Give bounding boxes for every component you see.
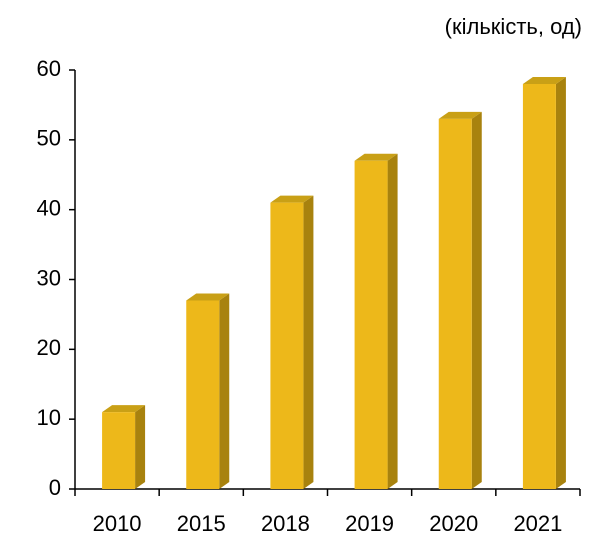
- x-tick-label: 2015: [177, 511, 226, 536]
- bar-side: [471, 111, 482, 489]
- bar: [102, 405, 146, 489]
- x-tick-label: 2018: [261, 511, 310, 536]
- bar: [438, 111, 482, 489]
- bar-front: [522, 83, 556, 489]
- x-tick-label: 2019: [345, 511, 394, 536]
- bar-front: [186, 300, 220, 489]
- bar-top: [522, 76, 566, 84]
- bar-side: [555, 76, 566, 489]
- y-tick-label: 50: [37, 126, 61, 151]
- bar-front: [102, 412, 136, 489]
- bar-top: [186, 293, 230, 301]
- bar-top: [438, 111, 482, 119]
- bar-side: [219, 293, 230, 489]
- bar: [270, 195, 314, 489]
- bar: [354, 153, 398, 490]
- y-tick-label: 0: [49, 475, 61, 500]
- bar: [522, 76, 566, 489]
- y-tick-label: 30: [37, 265, 61, 290]
- bar-top: [102, 405, 146, 413]
- y-tick-label: 40: [37, 195, 61, 220]
- y-tick-label: 20: [37, 335, 61, 360]
- x-tick-label: 2010: [93, 511, 142, 536]
- bar-top: [270, 195, 314, 203]
- bar: [186, 293, 230, 489]
- bar-side: [303, 195, 314, 489]
- bar-side: [135, 405, 146, 489]
- bar-front: [438, 118, 472, 489]
- bar-front: [354, 160, 388, 490]
- y-tick-label: 10: [37, 405, 61, 430]
- bar-front: [270, 202, 304, 489]
- y-tick-label: 60: [37, 56, 61, 81]
- unit-label: (кількість, од): [445, 14, 582, 39]
- bar-side: [387, 153, 398, 490]
- bar-top: [354, 153, 398, 161]
- x-tick-label: 2020: [429, 511, 478, 536]
- x-tick-label: 2021: [513, 511, 562, 536]
